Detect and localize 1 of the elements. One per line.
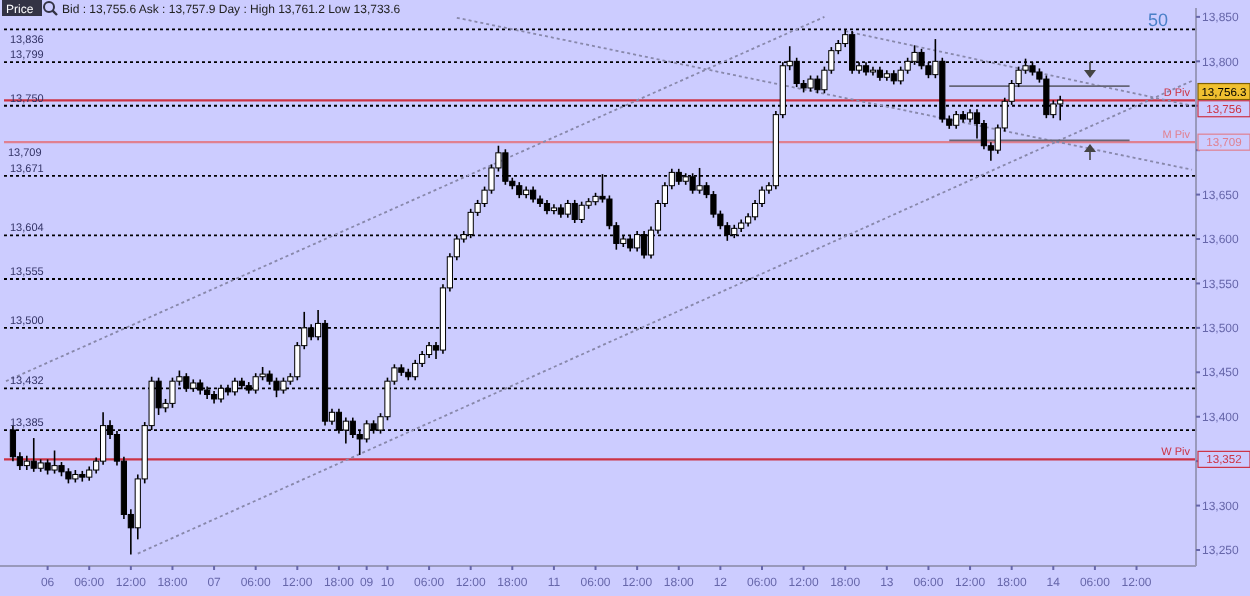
annotation: 50 [1148,10,1169,30]
